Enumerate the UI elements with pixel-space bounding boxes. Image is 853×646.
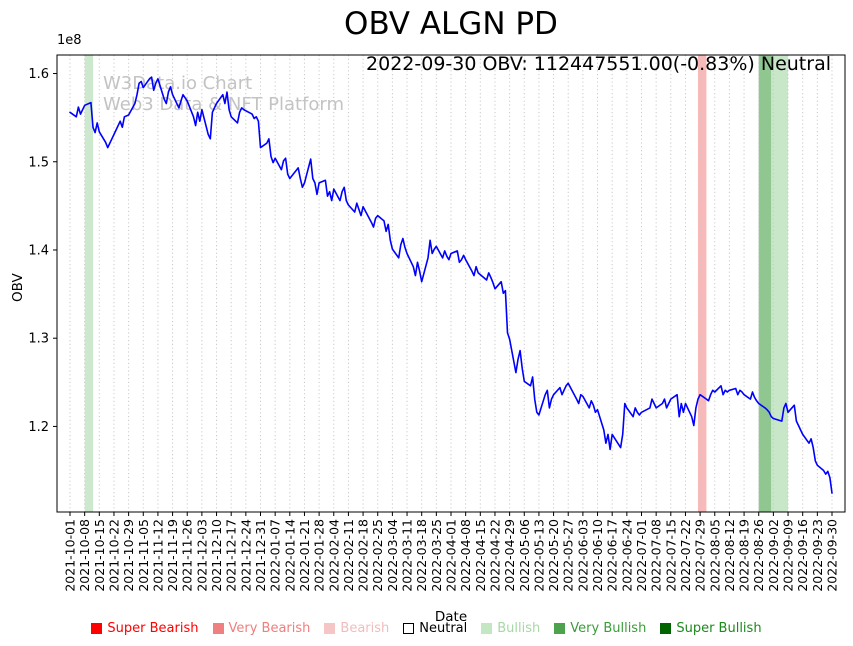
x-tick-label: 2021-11-12 [150,519,165,592]
legend-label: Bullish [497,621,541,636]
x-tick-label: 2022-04-01 [444,519,459,592]
signal-legend: Super Bearish Very Bearish Bearish Neutral B… [0,621,853,636]
x-tick-label: 2022-07-01 [634,519,649,592]
y-axis-label: OBV [10,273,26,302]
legend-item-very-bearish: Very Bearish [212,621,311,636]
x-tick-label: 2022-07-22 [678,519,693,592]
watermark-line-1: W3Data.io Chart [103,73,253,94]
x-tick-label: 2022-03-04 [385,519,400,592]
y-axis-offset-label: 1e8 [57,33,82,48]
x-tick-label: 2021-12-03 [194,519,209,592]
y-tick-label: 1.4 [28,243,49,258]
x-tick-label: 2022-07-08 [649,519,664,592]
x-tick-label: 2022-03-18 [414,519,429,592]
x-tick-label: 2022-06-24 [619,519,634,592]
x-tick-label: 2021-12-31 [253,519,268,592]
legend-label: Neutral [419,621,468,636]
y-tick-label: 1.5 [28,155,49,170]
x-tick-label: 2022-01-14 [282,519,297,592]
x-tick-label: 2022-03-25 [429,519,444,592]
x-tick-label: 2021-11-26 [180,519,195,592]
x-tick-label: 2022-08-19 [737,519,752,592]
signal-band-very-bearish [698,55,707,512]
x-tick-label: 2022-05-06 [517,519,532,592]
x-tick-label: 2022-05-20 [546,519,561,592]
signal-band-bullish [84,55,94,512]
x-tick-label: 2022-02-18 [356,519,371,592]
x-tick-label: 2021-11-05 [136,519,151,592]
legend-label: Super Bearish [107,621,199,636]
x-tick-label: 2021-12-17 [224,519,239,592]
legend-swatch-super-bearish [91,623,103,634]
legend-swatch-bullish [481,623,493,634]
x-tick-label: 2022-06-03 [575,519,590,592]
x-tick-label: 2022-01-21 [297,519,312,592]
x-tick-label: 2022-09-23 [810,519,825,592]
x-tick-label: 2022-09-16 [795,519,810,592]
x-tick-label: 2021-10-08 [77,519,92,592]
legend-item-very-bullish: Very Bullish [554,621,646,636]
watermark: W3Data.io Chart Web3 Data & NFT Platform [103,73,344,115]
legend-item-bullish: Bullish [481,621,540,636]
legend-swatch-bearish [324,623,336,634]
x-tick-label: 2022-09-30 [825,519,840,592]
legend-item-bearish: Bearish [324,621,389,636]
chart-title: OBV ALGN PD [344,6,558,42]
x-tick-label: 2022-05-13 [531,519,546,592]
latest-value-annotation: 2022-09-30 OBV: 112447551.00(-0.83%) Neu… [366,53,831,75]
x-tick-label: 2022-08-05 [707,519,722,592]
x-tick-label: 2021-10-01 [63,519,78,592]
legend-label: Very Bullish [570,621,647,636]
x-tick-label: 2021-11-19 [165,519,180,592]
x-tick-label: 2021-10-22 [106,519,121,592]
legend-label: Very Bearish [228,621,311,636]
x-tick-label: 2022-02-04 [326,519,341,592]
x-tick-label: 2022-09-02 [766,519,781,592]
x-tick-label: 2022-04-08 [458,519,473,592]
x-tick-label: 2022-09-09 [781,519,796,592]
x-tick-label: 2022-04-15 [473,519,488,592]
legend-swatch-very-bullish [554,623,566,634]
x-tick-label: 2022-07-29 [693,519,708,592]
x-tick-label: 2022-01-28 [312,519,327,592]
x-tick-label: 2022-04-22 [487,519,502,592]
x-tick-label: 2022-04-29 [502,519,517,592]
x-tick-label: 2022-02-25 [370,519,385,592]
y-tick-label: 1.6 [28,67,49,82]
legend-item-neutral: Neutral [403,621,467,636]
x-tick-label: 2021-12-24 [238,519,253,592]
x-axis-label: Date [434,609,468,625]
x-tick-label: 2022-02-11 [341,519,356,592]
legend-swatch-neutral [403,623,415,634]
legend-swatch-very-bearish [212,623,224,634]
legend-item-super-bullish: Super Bullish [660,621,762,636]
legend-label: Super Bullish [676,621,762,636]
watermark-line-2: Web3 Data & NFT Platform [103,94,345,115]
x-tick-label: 2022-03-11 [400,519,415,592]
x-tick-label: 2022-01-07 [268,519,283,592]
y-tick-label: 1.2 [28,420,49,435]
legend-swatch-super-bullish [660,623,672,634]
x-tick-label: 2021-10-15 [92,519,107,592]
signal-band-very-bullish [758,55,772,512]
legend-label: Bearish [340,621,390,636]
x-tick-label: 2022-07-15 [663,519,678,592]
x-tick-label: 2022-06-17 [605,519,620,592]
x-tick-label: 2021-10-29 [121,519,136,592]
x-tick-label: 2022-06-10 [590,519,605,592]
obv-series-line [69,76,833,494]
signal-band-bullish [771,55,788,512]
legend-item-super-bearish: Super Bearish [91,621,199,636]
plot-border [56,54,846,513]
x-tick-label: 2022-05-27 [561,519,576,592]
x-tick-label: 2022-08-26 [751,519,766,592]
x-tick-label: 2021-12-10 [209,519,224,592]
y-tick-label: 1.3 [28,332,49,347]
x-tick-label: 2022-08-12 [722,519,737,592]
